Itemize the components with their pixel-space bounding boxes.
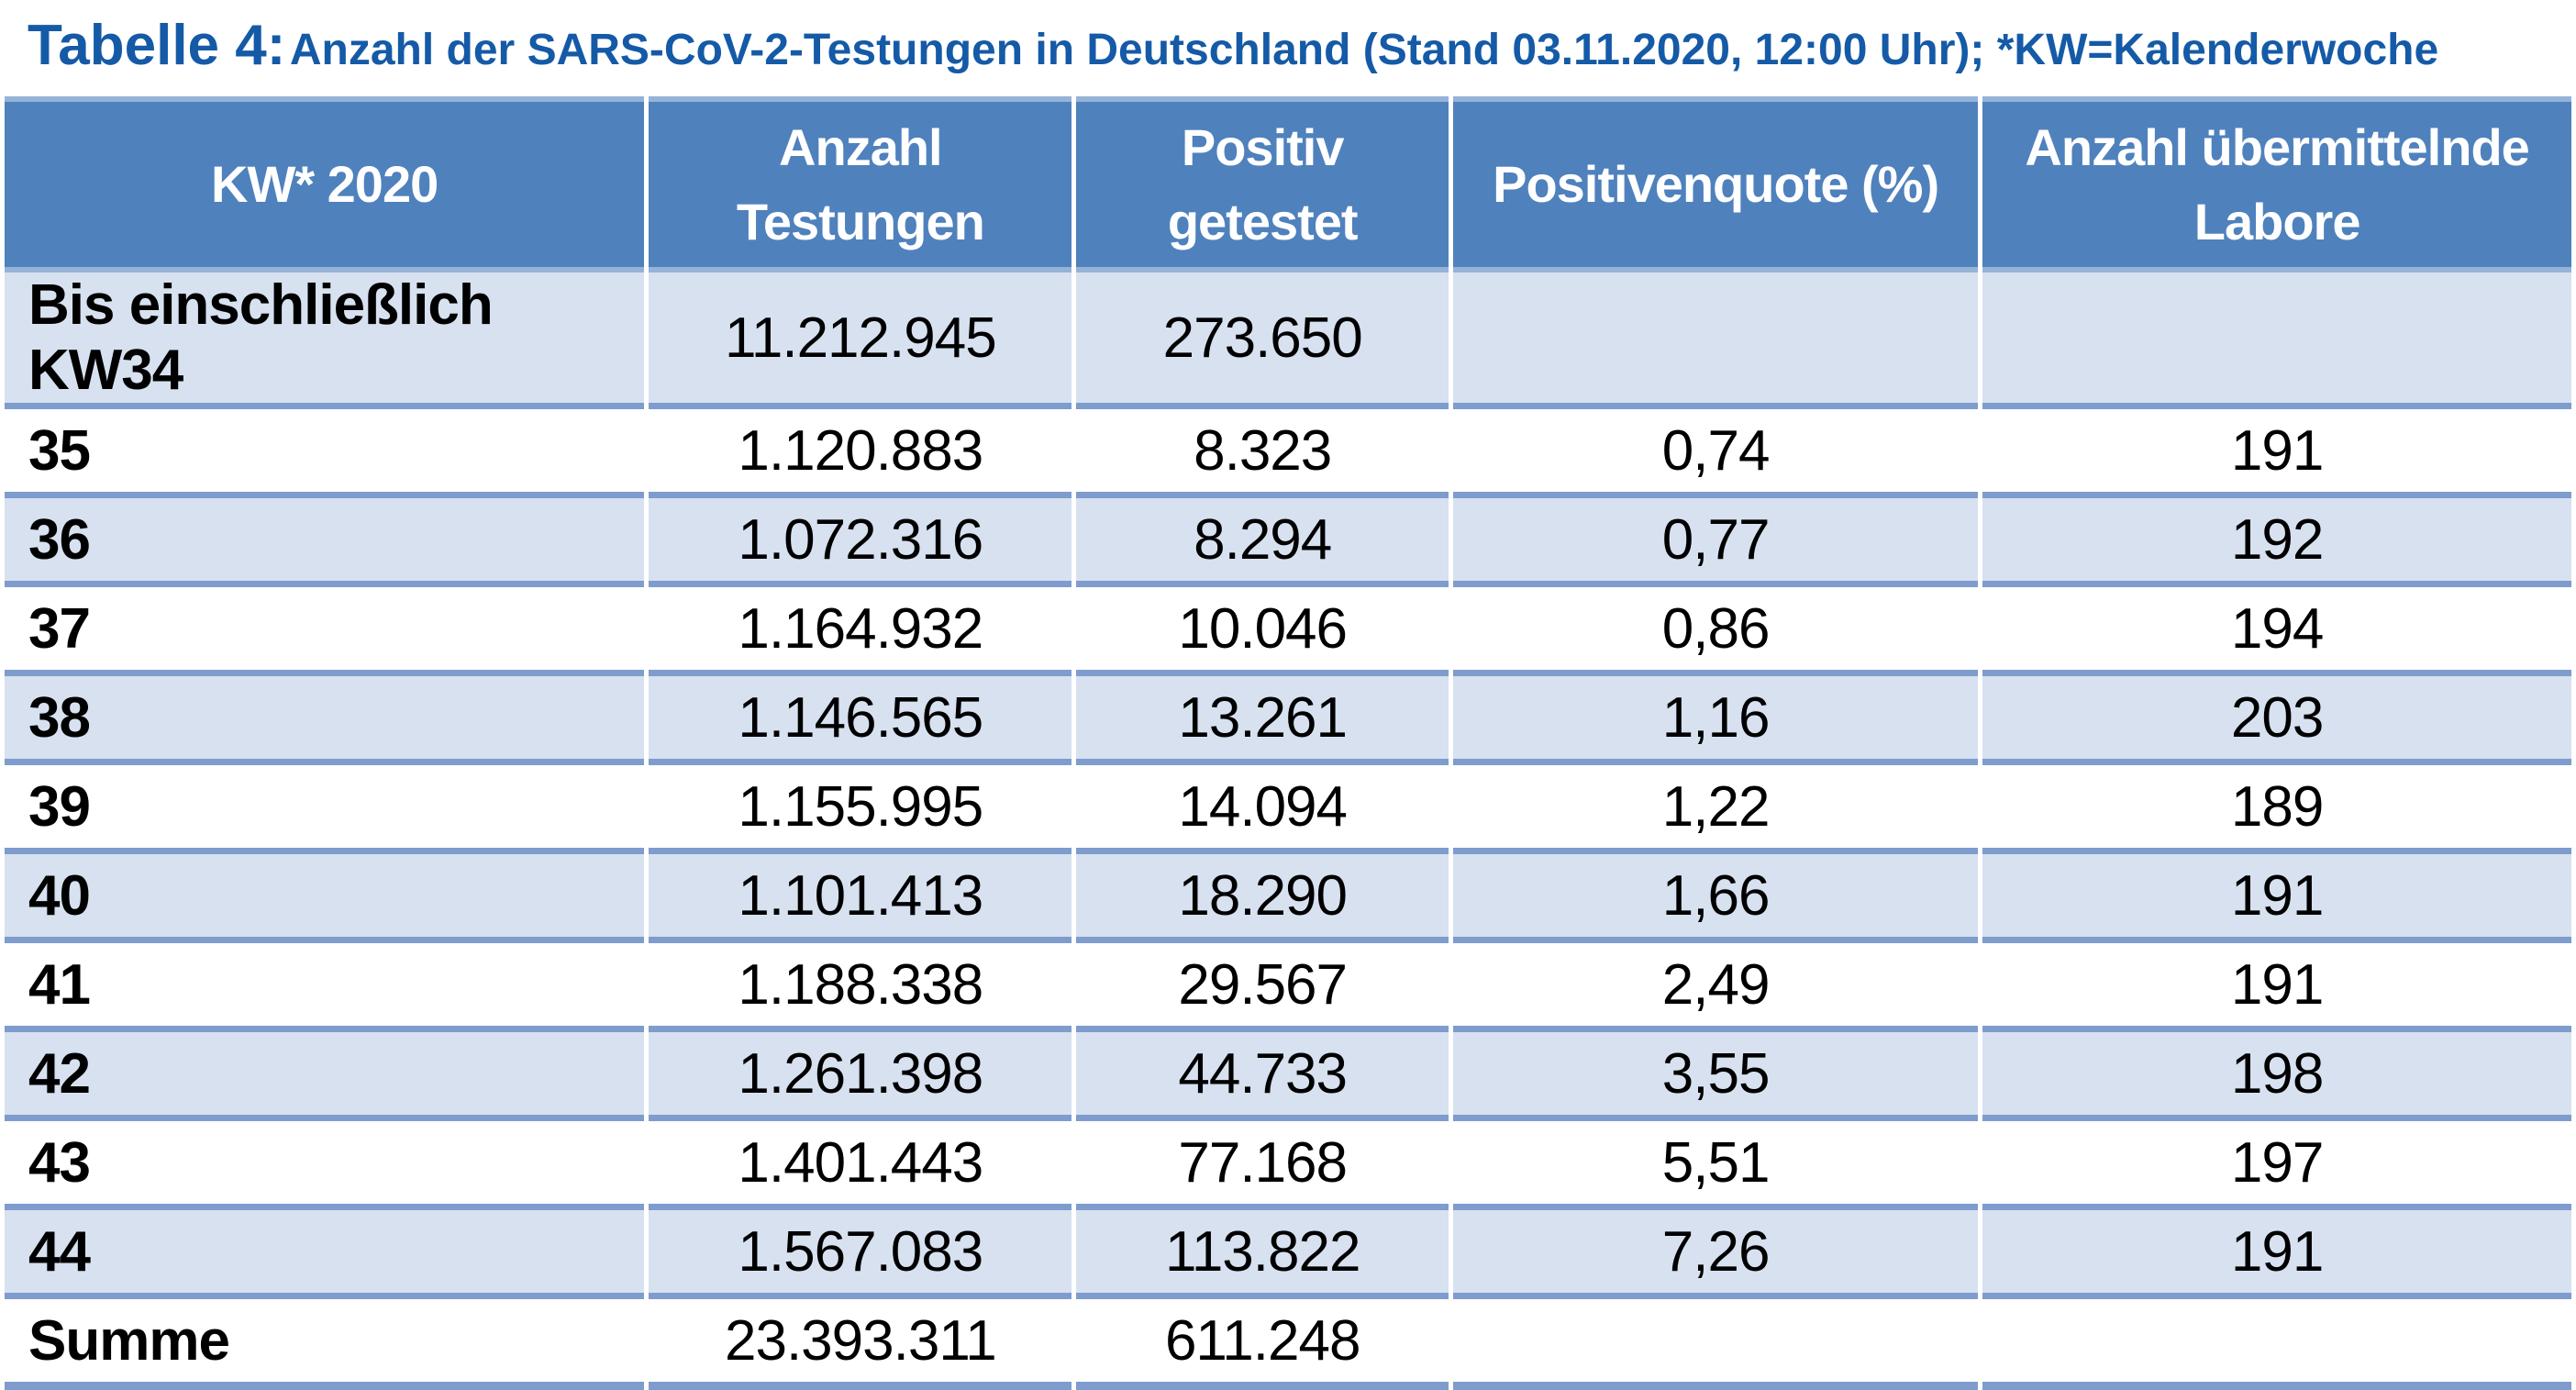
- header-row: KW* 2020 Anzahl Testungen Positiv getest…: [5, 96, 2571, 272]
- table-row: 41 1.188.338 29.567 2,49 191: [5, 943, 2571, 1032]
- header-col-positiv: Positiv getestet: [1076, 96, 1449, 272]
- cell-kw: 36: [5, 498, 645, 587]
- table-row: 43 1.401.443 77.168 5,51 197: [5, 1121, 2571, 1210]
- cell-quote: 1,16: [1452, 676, 1979, 765]
- cell-labore: 191: [1982, 943, 2571, 1032]
- cell-quote: 2,49: [1452, 943, 1979, 1032]
- header-col-testungen: Anzahl Testungen: [649, 96, 1072, 272]
- cell-labore: 194: [1982, 587, 2571, 676]
- cell-labore: [1982, 1299, 2571, 1390]
- table-caption-number: Tabelle 4:: [28, 14, 286, 77]
- header-col-quote: Positivenquote (%): [1452, 96, 1979, 272]
- table-row: 42 1.261.398 44.733 3,55 198: [5, 1032, 2571, 1121]
- cell-testungen: 1.164.932: [649, 587, 1072, 676]
- table-row: 37 1.164.932 10.046 0,86 194: [5, 587, 2571, 676]
- cell-quote: [1452, 272, 1979, 409]
- cell-labore: 191: [1982, 854, 2571, 943]
- cell-kw: 42: [5, 1032, 645, 1121]
- cell-testungen: 1.072.316: [649, 498, 1072, 587]
- cell-labore: 191: [1982, 409, 2571, 498]
- cell-positiv: 29.567: [1076, 943, 1449, 1032]
- header-col-kw: KW* 2020: [5, 96, 645, 272]
- cell-positiv: 44.733: [1076, 1032, 1449, 1121]
- cell-labore: 197: [1982, 1121, 2571, 1210]
- cell-quote: 7,26: [1452, 1210, 1979, 1299]
- cell-labore: 191: [1982, 1210, 2571, 1299]
- table-row: 44 1.567.083 113.822 7,26 191: [5, 1210, 2571, 1299]
- cell-testungen: 1.146.565: [649, 676, 1072, 765]
- cell-testungen: 1.155.995: [649, 765, 1072, 854]
- cell-kw: 43: [5, 1121, 645, 1210]
- cell-kw: 37: [5, 587, 645, 676]
- cell-quote: 0,77: [1452, 498, 1979, 587]
- table-row: 35 1.120.883 8.323 0,74 191: [5, 409, 2571, 498]
- cell-positiv: 8.294: [1076, 498, 1449, 587]
- cell-testungen: 1.188.338: [649, 943, 1072, 1032]
- table-row: 39 1.155.995 14.094 1,22 189: [5, 765, 2571, 854]
- cell-quote: 5,51: [1452, 1121, 1979, 1210]
- cell-testungen: 1.101.413: [649, 854, 1072, 943]
- table-caption: Tabelle 4: Anzahl der SARS-CoV-2-Testung…: [0, 0, 2576, 78]
- cell-quote: 0,74: [1452, 409, 1979, 498]
- table-body: Bis einschließlich KW34 11.212.945 273.6…: [5, 272, 2571, 1390]
- cell-kw: 38: [5, 676, 645, 765]
- cell-labore: [1982, 272, 2571, 409]
- cell-quote: [1452, 1299, 1979, 1390]
- cell-kw: Bis einschließlich KW34: [5, 272, 645, 409]
- cell-quote: 1,66: [1452, 854, 1979, 943]
- cell-positiv: 77.168: [1076, 1121, 1449, 1210]
- cell-labore: 192: [1982, 498, 2571, 587]
- cell-positiv: 273.650: [1076, 272, 1449, 409]
- cell-labore: 198: [1982, 1032, 2571, 1121]
- table-row: Summe 23.393.311 611.248: [5, 1299, 2571, 1390]
- table-row: 36 1.072.316 8.294 0,77 192: [5, 498, 2571, 587]
- cell-kw: 39: [5, 765, 645, 854]
- table-caption-text: Anzahl der SARS-CoV-2-Testungen in Deuts…: [289, 26, 2439, 74]
- cell-kw: Summe: [5, 1299, 645, 1390]
- header-col-labore: Anzahl übermittelnde Labore: [1982, 96, 2571, 272]
- cell-labore: 189: [1982, 765, 2571, 854]
- cell-testungen: 1.120.883: [649, 409, 1072, 498]
- table-row: 40 1.101.413 18.290 1,66 191: [5, 854, 2571, 943]
- cell-quote: 3,55: [1452, 1032, 1979, 1121]
- cell-quote: 0,86: [1452, 587, 1979, 676]
- cell-positiv: 113.822: [1076, 1210, 1449, 1299]
- table-row: Bis einschließlich KW34 11.212.945 273.6…: [5, 272, 2571, 409]
- cell-kw: 44: [5, 1210, 645, 1299]
- testing-table: KW* 2020 Anzahl Testungen Positiv getest…: [0, 96, 2576, 1390]
- cell-testungen: 1.567.083: [649, 1210, 1072, 1299]
- cell-positiv: 14.094: [1076, 765, 1449, 854]
- cell-kw: 35: [5, 409, 645, 498]
- cell-positiv: 18.290: [1076, 854, 1449, 943]
- cell-testungen: 23.393.311: [649, 1299, 1072, 1390]
- cell-labore: 203: [1982, 676, 2571, 765]
- cell-positiv: 10.046: [1076, 587, 1449, 676]
- cell-positiv: 611.248: [1076, 1299, 1449, 1390]
- table-row: 38 1.146.565 13.261 1,16 203: [5, 676, 2571, 765]
- cell-quote: 1,22: [1452, 765, 1979, 854]
- cell-kw: 41: [5, 943, 645, 1032]
- cell-positiv: 8.323: [1076, 409, 1449, 498]
- cell-kw: 40: [5, 854, 645, 943]
- cell-testungen: 11.212.945: [649, 272, 1072, 409]
- cell-testungen: 1.401.443: [649, 1121, 1072, 1210]
- cell-testungen: 1.261.398: [649, 1032, 1072, 1121]
- cell-positiv: 13.261: [1076, 676, 1449, 765]
